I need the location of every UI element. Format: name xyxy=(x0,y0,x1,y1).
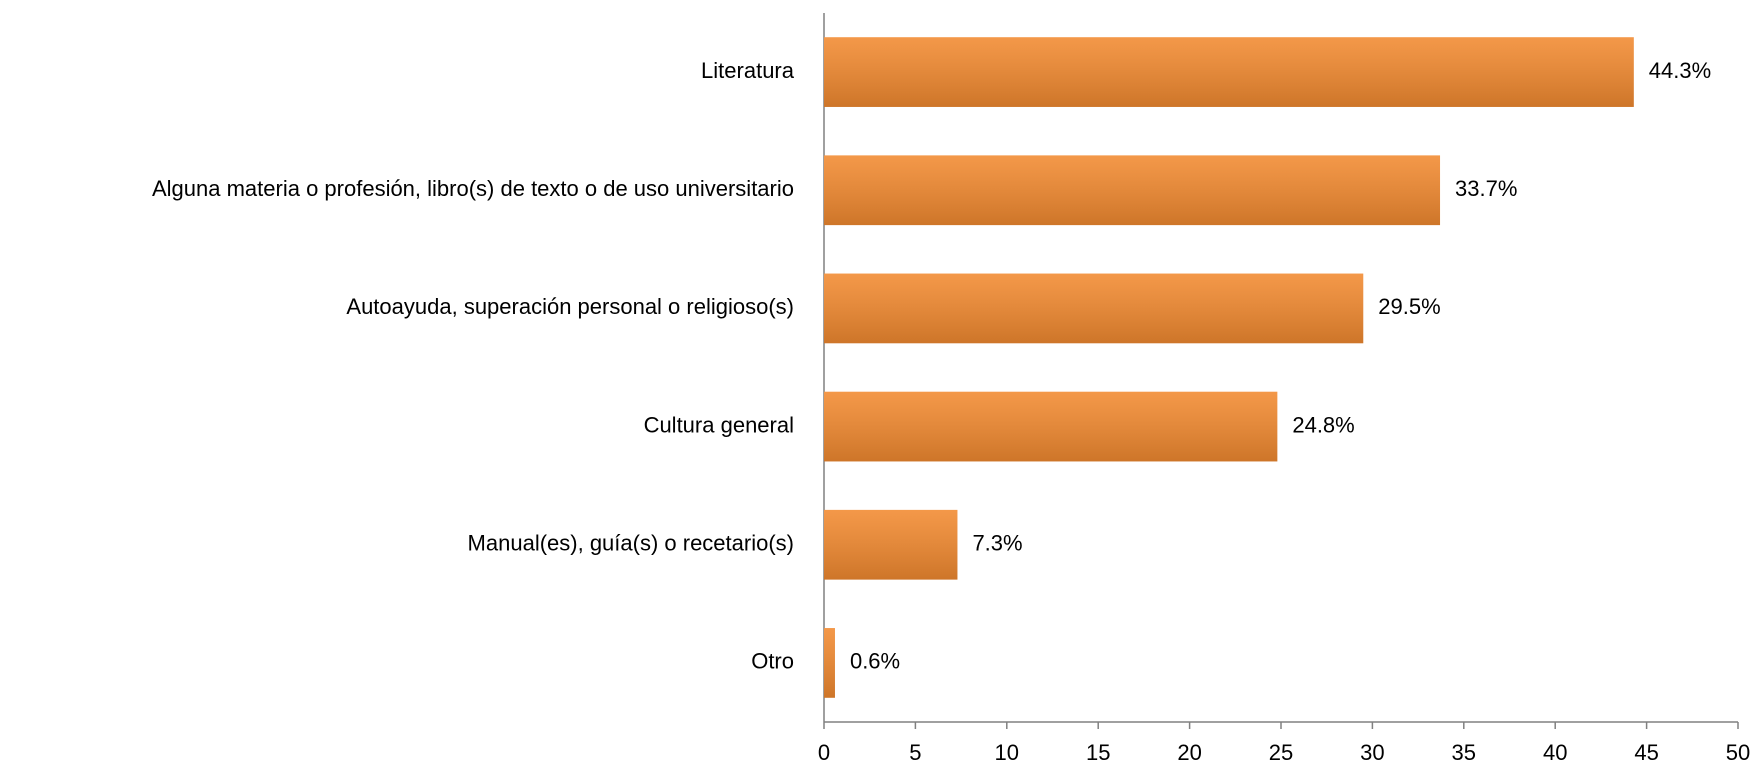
y-tick-label: Alguna materia o profesión, libro(s) de … xyxy=(152,176,794,201)
y-tick-label: Autoayuda, superación personal o religio… xyxy=(346,294,794,319)
value-label: 44.3% xyxy=(1649,58,1711,83)
x-tick-label: 20 xyxy=(1177,740,1201,765)
x-tick-label: 25 xyxy=(1269,740,1293,765)
y-tick-label: Manual(es), guía(s) o recetario(s) xyxy=(468,531,794,556)
value-label: 33.7% xyxy=(1455,176,1517,201)
x-tick-label: 10 xyxy=(995,740,1019,765)
x-tick-label: 30 xyxy=(1360,740,1384,765)
x-tick-label: 15 xyxy=(1086,740,1110,765)
y-tick-label: Literatura xyxy=(701,58,795,83)
x-tick-label: 5 xyxy=(909,740,921,765)
x-tick-label: 50 xyxy=(1726,740,1750,765)
bar-shade xyxy=(824,628,835,698)
value-label: 0.6% xyxy=(850,649,900,674)
bar-shade xyxy=(824,273,1364,344)
bar-shade xyxy=(824,37,1634,107)
y-tick-label: Otro xyxy=(751,649,794,674)
value-label: 29.5% xyxy=(1378,294,1440,319)
x-tick-label: 45 xyxy=(1634,740,1658,765)
bar-shade xyxy=(824,155,1441,226)
value-label: 24.8% xyxy=(1292,412,1354,437)
x-tick-label: 35 xyxy=(1452,740,1476,765)
y-tick-label: Cultura general xyxy=(644,412,794,437)
bar-shade xyxy=(824,391,1278,462)
x-tick-label: 40 xyxy=(1543,740,1567,765)
bar-shade xyxy=(824,509,958,580)
value-label: 7.3% xyxy=(972,531,1022,556)
x-tick-label: 0 xyxy=(818,740,830,765)
